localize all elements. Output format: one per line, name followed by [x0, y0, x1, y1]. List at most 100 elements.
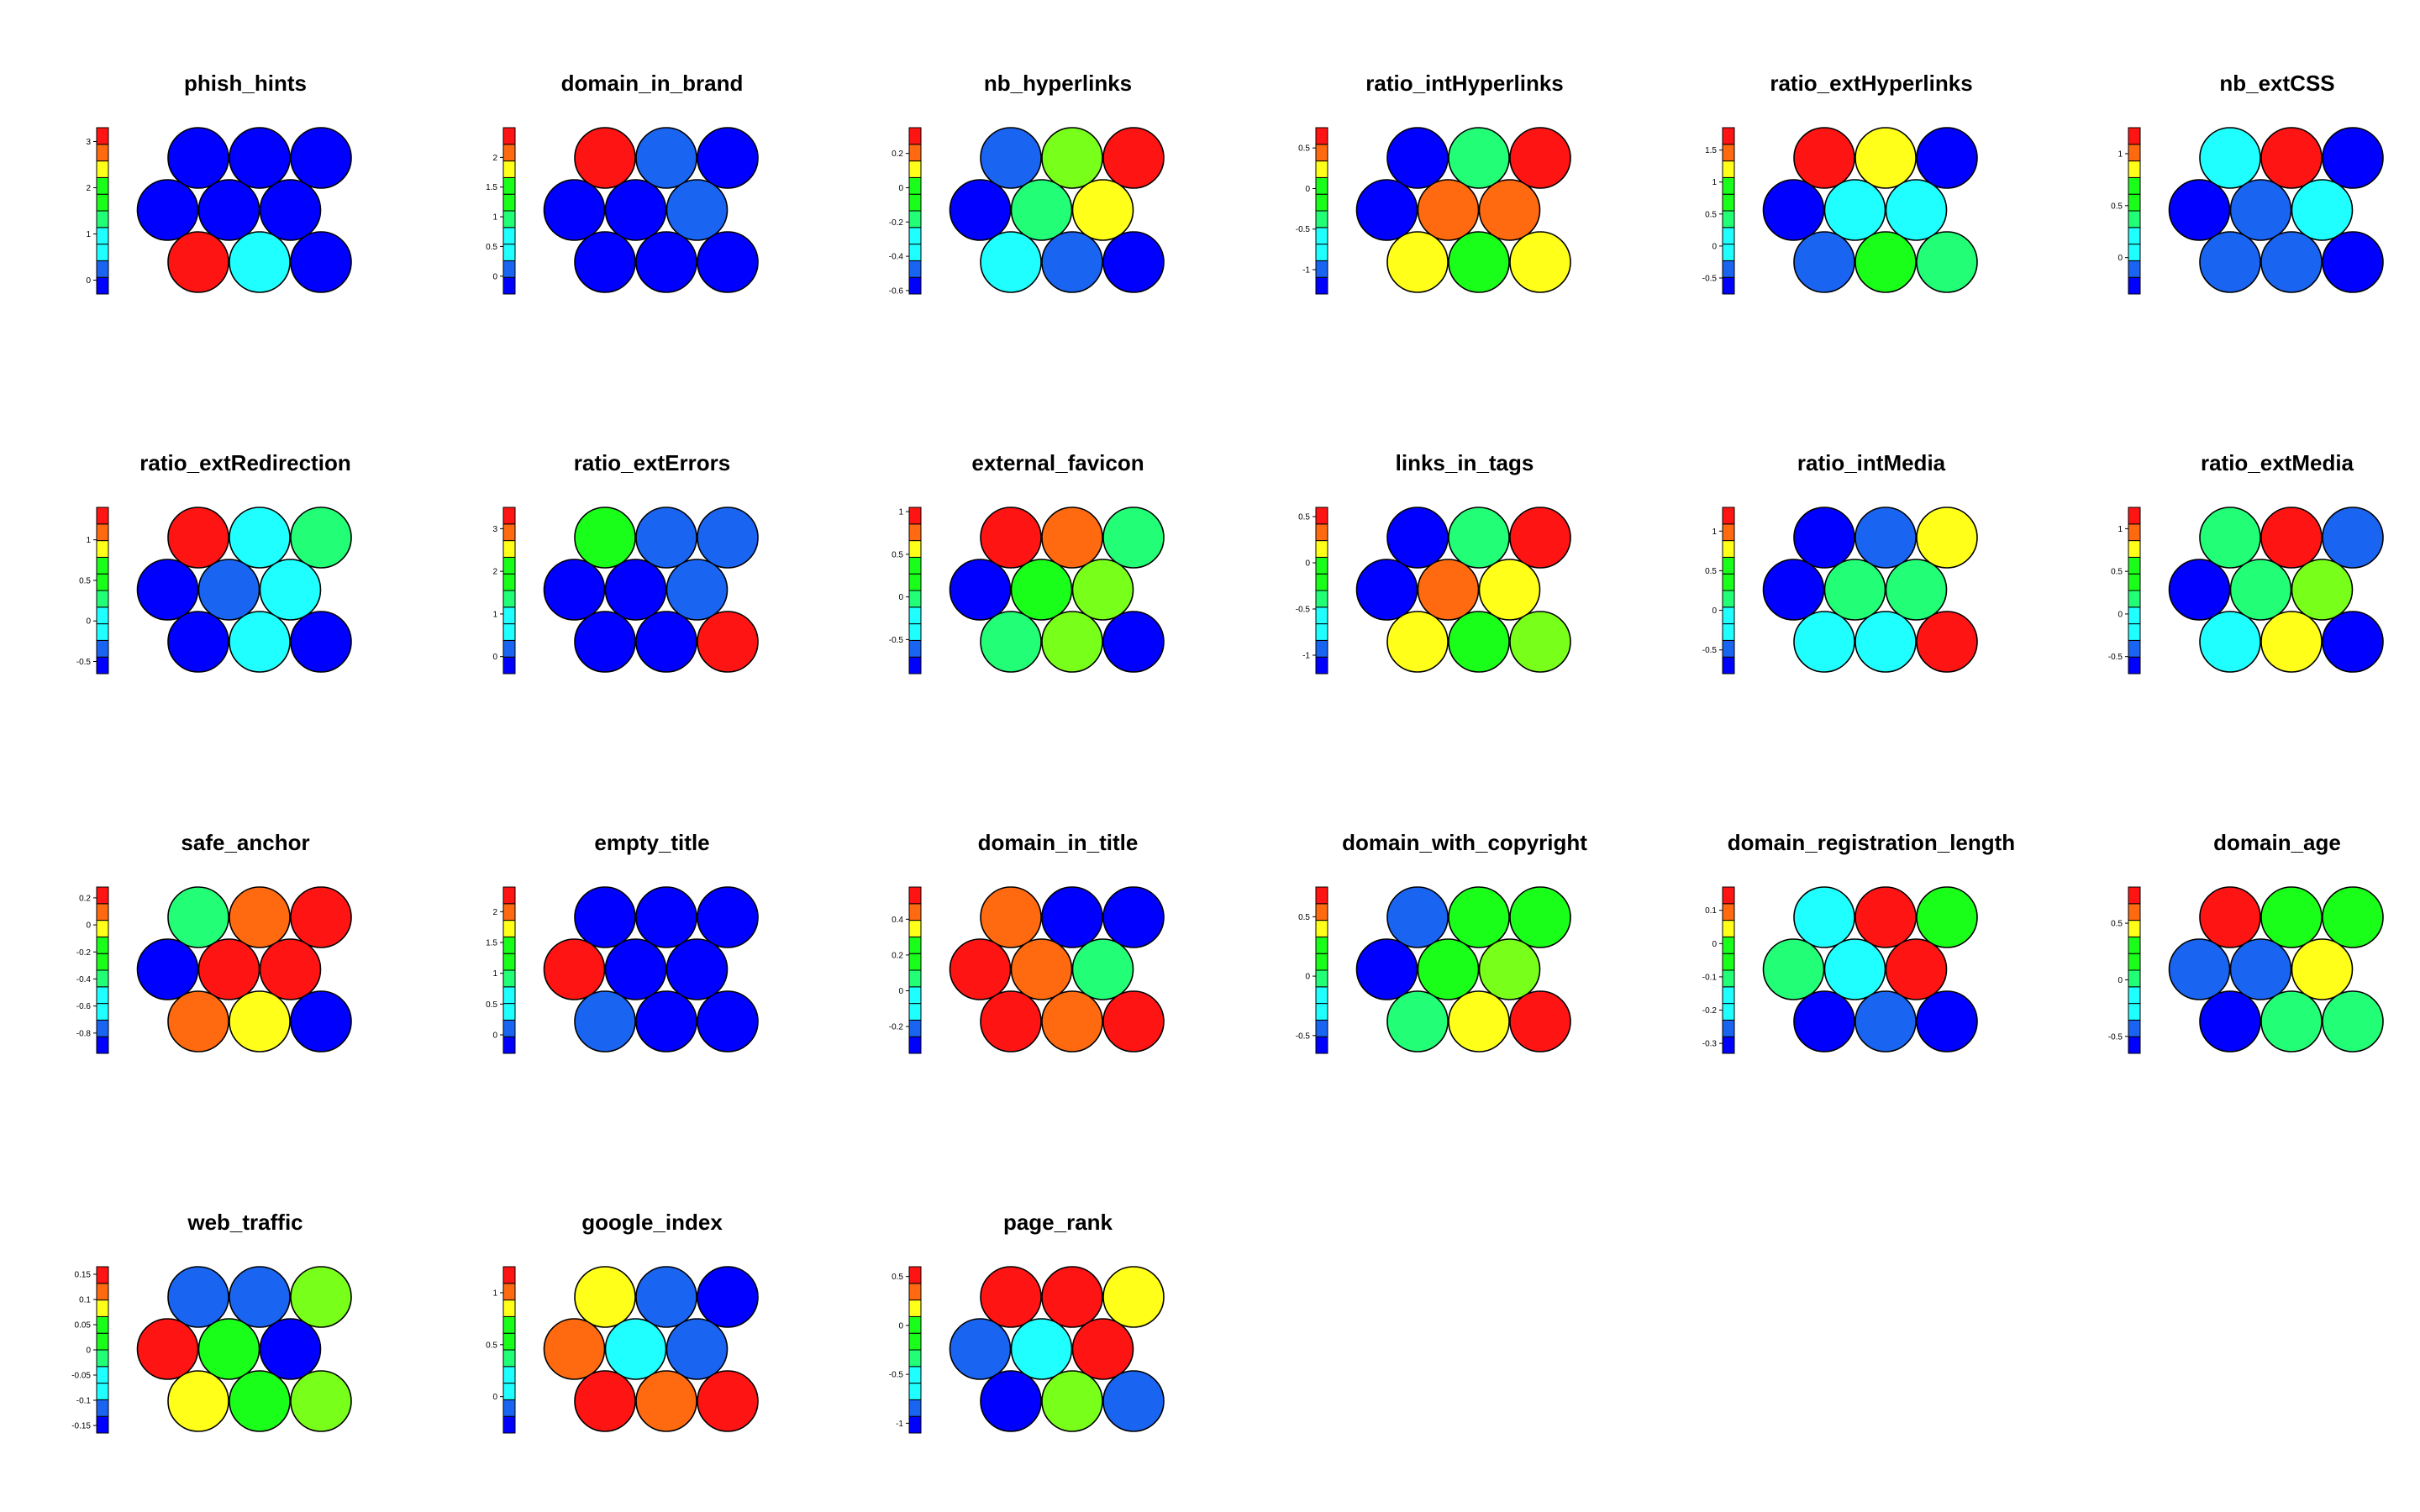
- som-node: [197, 1318, 260, 1380]
- colorbar-step: [1315, 1003, 1328, 1021]
- colorbar-step: [96, 244, 109, 261]
- som-node: [980, 886, 1042, 948]
- colorbar-step: [502, 573, 516, 591]
- colorbar-step: [2128, 244, 2141, 261]
- som-node: [197, 938, 260, 1000]
- colorbar-step: [2128, 1036, 2141, 1054]
- som-node: [1854, 611, 1917, 673]
- colorbar-tick-label: 0.15: [75, 1271, 92, 1280]
- colorbar-tick-label: 1.5: [486, 183, 497, 192]
- colorbar-tick-label: 1: [2118, 150, 2123, 159]
- colorbar-tick-label: 0: [1305, 973, 1310, 982]
- colorbar-step: [2128, 193, 2141, 212]
- som-node: [635, 886, 697, 948]
- colorbar-step: [2128, 903, 2141, 921]
- panel-title: empty_title: [594, 830, 709, 855]
- colorbar-step: [908, 523, 922, 542]
- colorbar-step: [96, 1366, 109, 1384]
- colorbar-step: [908, 227, 922, 245]
- som-node: [1793, 886, 1855, 948]
- som-node: [1386, 990, 1449, 1053]
- colorbar-tick-label: 2: [492, 908, 497, 917]
- som-nodes: [949, 127, 1165, 293]
- colorbar-step: [1722, 127, 1735, 145]
- som-node: [2229, 938, 2292, 1000]
- som-node: [543, 179, 606, 241]
- som-node: [1793, 127, 1855, 189]
- colorbar-step: [96, 606, 109, 625]
- colorbar-step: [2128, 590, 2141, 608]
- colorbar-step: [1722, 953, 1735, 971]
- colorbar-tick-label: 0.5: [1705, 567, 1717, 576]
- som-node: [167, 127, 229, 189]
- panel-title: domain_registration_length: [1728, 830, 2015, 855]
- colorbar-step: [1315, 590, 1328, 608]
- som-node: [2229, 179, 2292, 241]
- colorbar-step: [96, 1349, 109, 1368]
- colorbar-step: [1722, 573, 1735, 591]
- colorbar-tick-label: 1: [86, 230, 91, 239]
- panel-domain_in_brand: domain_in_brand 0 0.5 1 1.5 2: [486, 71, 759, 295]
- colorbar-tick-label: -0.2: [889, 218, 904, 228]
- som-node: [1916, 611, 1978, 673]
- colorbar-step: [908, 1315, 922, 1334]
- colorbar-step: [502, 1036, 516, 1054]
- colorbar-tick-label: 0.4: [892, 916, 903, 925]
- som-node: [197, 559, 260, 621]
- panel-title: nb_hyperlinks: [984, 71, 1132, 96]
- colorbar-tick-label: -1: [1302, 266, 1310, 276]
- som-node: [229, 507, 291, 569]
- som-node: [2322, 886, 2384, 948]
- som-node: [949, 179, 1012, 241]
- som-node: [290, 1370, 352, 1432]
- colorbar-step: [502, 920, 516, 937]
- panel-title: web_traffic: [187, 1210, 302, 1235]
- som-node: [167, 231, 229, 293]
- som-node: [259, 1318, 322, 1380]
- panel-title: ratio_intMedia: [1797, 450, 1946, 475]
- colorbar-step: [2128, 936, 2141, 954]
- panel-web_traffic: web_traffic -0.15 -0.1 -0.05 0 0.05 0.1 0.15: [71, 1210, 352, 1434]
- som-node: [1102, 127, 1165, 189]
- colorbar-step: [2128, 573, 2141, 591]
- som-node: [1448, 990, 1510, 1053]
- som-node: [1102, 886, 1165, 948]
- panel-title: ratio_extMedia: [2201, 450, 2354, 475]
- colorbar-step: [2128, 656, 2141, 675]
- panel-title: safe_anchor: [181, 830, 309, 855]
- panel-nb_hyperlinks: nb_hyperlinks -0.6 -0.4 -0.2 0 0.2: [889, 71, 1165, 296]
- som-node: [1793, 611, 1855, 673]
- colorbar-step: [2128, 227, 2141, 245]
- som-node: [666, 938, 729, 1000]
- colorbar-step: [908, 1366, 922, 1384]
- colorbar-step: [908, 1399, 922, 1417]
- som-node: [2260, 231, 2323, 293]
- som-node: [1386, 611, 1449, 673]
- colorbar-tick-label: 3: [492, 525, 497, 534]
- som-node: [697, 611, 759, 673]
- som-node: [290, 1266, 352, 1328]
- som-node: [1071, 938, 1134, 1000]
- som-nodes: [543, 1266, 759, 1432]
- colorbar-step: [1722, 523, 1735, 542]
- colorbar-tick-label: 0: [1712, 606, 1717, 616]
- colorbar-step: [96, 507, 109, 525]
- colorbar-tick-label: -0.1: [76, 1397, 92, 1406]
- som-nodes: [2168, 507, 2384, 673]
- colorbar-step: [908, 210, 922, 228]
- som-node: [1854, 127, 1917, 189]
- colorbar-step: [96, 1003, 109, 1021]
- panel-ratio_extRedirection: ratio_extRedirection -0.5 0 0.5 1: [76, 450, 352, 675]
- som-node: [1762, 179, 1825, 241]
- colorbar-step: [908, 1383, 922, 1400]
- panel-phish_hints: phish_hints 0 1 2 3: [86, 71, 352, 295]
- som-node: [980, 127, 1042, 189]
- panel-title: links_in_tags: [1396, 450, 1534, 475]
- colorbar-step: [96, 903, 109, 921]
- som-node: [1102, 1370, 1165, 1432]
- colorbar-step: [2128, 1019, 2141, 1037]
- colorbar-step: [2128, 127, 2141, 145]
- som-node: [604, 559, 667, 621]
- colorbar-tick-label: -0.5: [76, 658, 92, 667]
